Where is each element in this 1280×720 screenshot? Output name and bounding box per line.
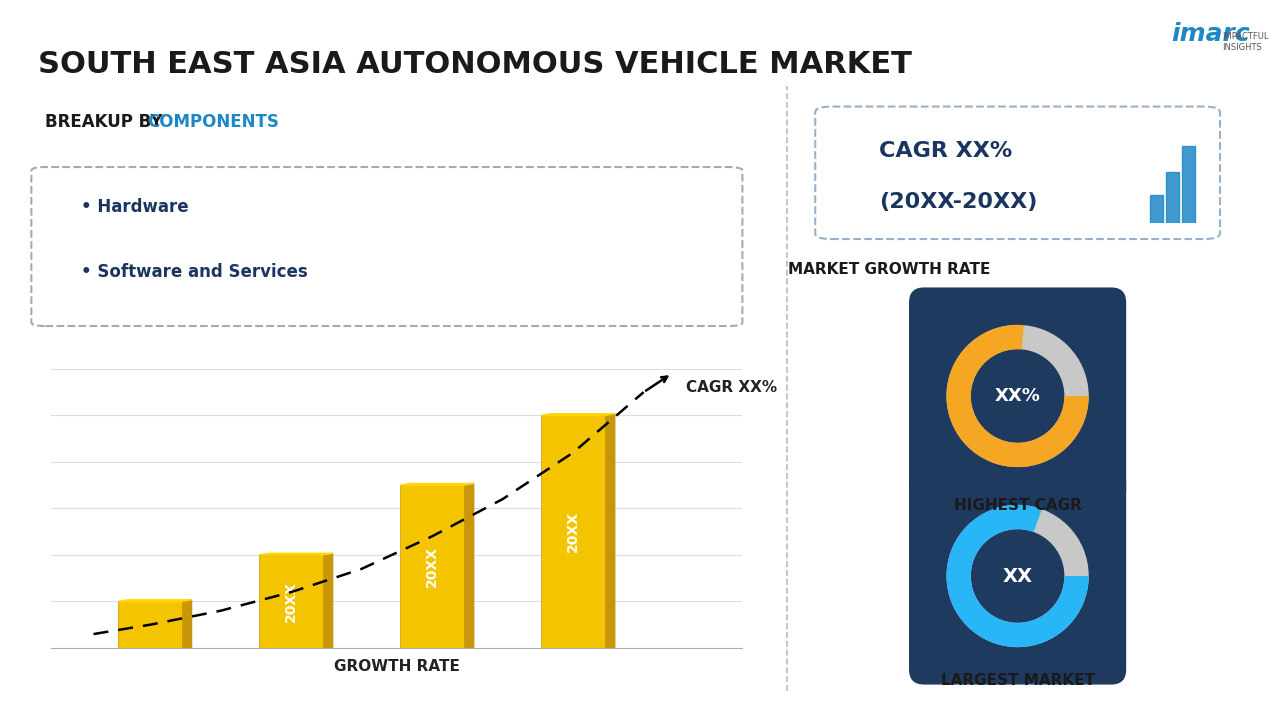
Text: HIGHEST CAGR: HIGHEST CAGR bbox=[954, 498, 1082, 513]
X-axis label: GROWTH RATE: GROWTH RATE bbox=[334, 659, 460, 674]
Text: CAGR XX%: CAGR XX% bbox=[686, 380, 777, 395]
Text: 20XX: 20XX bbox=[284, 581, 298, 622]
Text: XX%: XX% bbox=[995, 387, 1041, 405]
FancyBboxPatch shape bbox=[31, 167, 742, 326]
Bar bbox=[1166, 172, 1179, 223]
Text: (20XX-20XX): (20XX-20XX) bbox=[879, 192, 1037, 212]
Bar bbox=[260, 555, 323, 648]
Text: BREAKUP BY: BREAKUP BY bbox=[46, 113, 169, 131]
Text: LARGEST MARKET: LARGEST MARKET bbox=[941, 673, 1094, 688]
Polygon shape bbox=[605, 414, 614, 648]
Text: XX: XX bbox=[1002, 567, 1033, 585]
Bar bbox=[541, 415, 605, 648]
Text: IMPACTFUL
INSIGHTS: IMPACTFUL INSIGHTS bbox=[1222, 32, 1268, 53]
Wedge shape bbox=[946, 505, 1089, 647]
Text: 20XX: 20XX bbox=[425, 546, 439, 587]
Text: CAGR XX%: CAGR XX% bbox=[879, 141, 1012, 161]
Polygon shape bbox=[463, 484, 474, 648]
Polygon shape bbox=[260, 554, 333, 555]
Text: imarc: imarc bbox=[1171, 22, 1251, 45]
Wedge shape bbox=[946, 325, 1089, 467]
Bar bbox=[1183, 146, 1196, 223]
Bar bbox=[401, 485, 463, 648]
Wedge shape bbox=[946, 505, 1089, 647]
FancyBboxPatch shape bbox=[815, 107, 1220, 239]
Text: 20XX: 20XX bbox=[566, 511, 580, 552]
Bar bbox=[118, 601, 182, 648]
Text: COMPONENTS: COMPONENTS bbox=[147, 113, 279, 131]
Text: • Software and Services: • Software and Services bbox=[81, 264, 307, 282]
FancyBboxPatch shape bbox=[909, 287, 1126, 505]
Text: • Hardware: • Hardware bbox=[81, 198, 188, 216]
Polygon shape bbox=[323, 554, 333, 648]
Bar bbox=[1151, 195, 1164, 223]
FancyBboxPatch shape bbox=[909, 467, 1126, 685]
Polygon shape bbox=[118, 600, 192, 601]
Polygon shape bbox=[541, 414, 614, 415]
Polygon shape bbox=[401, 484, 474, 485]
Wedge shape bbox=[946, 325, 1089, 467]
Text: SOUTH EAST ASIA AUTONOMOUS VEHICLE MARKET: SOUTH EAST ASIA AUTONOMOUS VEHICLE MARKE… bbox=[38, 50, 913, 79]
Text: MARKET GROWTH RATE: MARKET GROWTH RATE bbox=[788, 263, 991, 277]
Polygon shape bbox=[182, 600, 192, 648]
